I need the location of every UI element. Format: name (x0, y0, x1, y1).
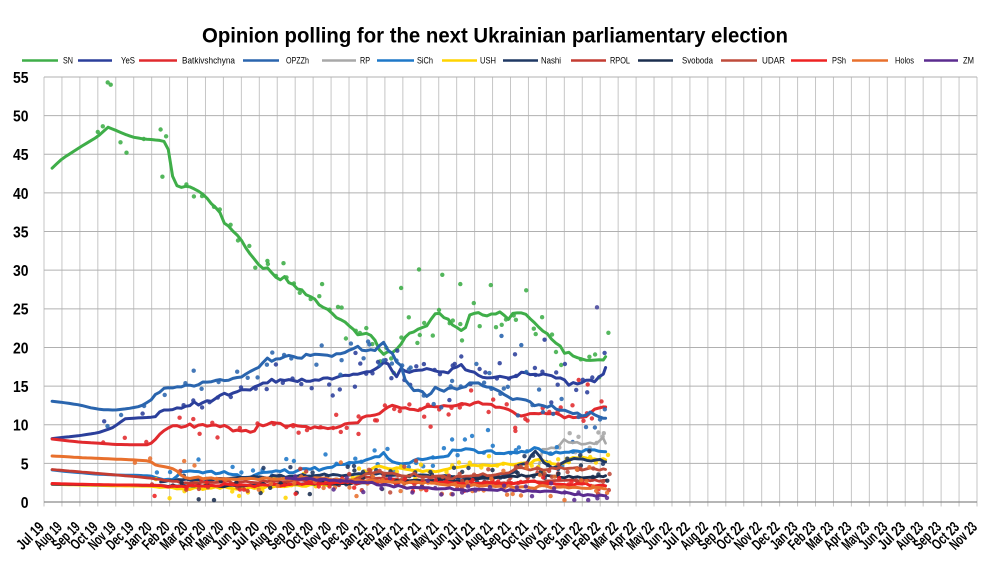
svg-text:Svoboda: Svoboda (682, 56, 713, 66)
svg-text:SN: SN (63, 56, 73, 66)
svg-text:35: 35 (13, 224, 29, 241)
svg-text:5: 5 (21, 456, 29, 473)
svg-text:45: 45 (13, 147, 29, 164)
svg-text:Holos: Holos (895, 56, 914, 66)
svg-text:40: 40 (13, 186, 29, 203)
svg-text:SiCh: SiCh (417, 56, 433, 66)
svg-text:YeS: YeS (121, 56, 135, 66)
svg-text:USH: USH (480, 56, 496, 66)
svg-text:50: 50 (13, 109, 29, 126)
svg-text:OPZZh: OPZZh (286, 56, 309, 66)
svg-text:ZM: ZM (963, 56, 974, 66)
svg-text:30: 30 (13, 263, 29, 280)
svg-text:25: 25 (13, 302, 29, 319)
svg-text:RP: RP (360, 56, 370, 66)
svg-text:10: 10 (13, 418, 29, 435)
svg-text:RPOL: RPOL (610, 56, 630, 66)
svg-text:UDAR: UDAR (762, 56, 785, 66)
svg-text:15: 15 (13, 379, 29, 396)
svg-text:20: 20 (13, 340, 29, 357)
svg-text:55: 55 (13, 70, 29, 87)
svg-text:0: 0 (21, 495, 29, 512)
svg-text:Batkivshchyna: Batkivshchyna (182, 56, 235, 66)
svg-text:Nashi: Nashi (541, 56, 561, 66)
svg-text:Opinion polling for the next U: Opinion polling for the next Ukrainian p… (202, 24, 788, 48)
svg-text:PSh: PSh (832, 56, 846, 66)
